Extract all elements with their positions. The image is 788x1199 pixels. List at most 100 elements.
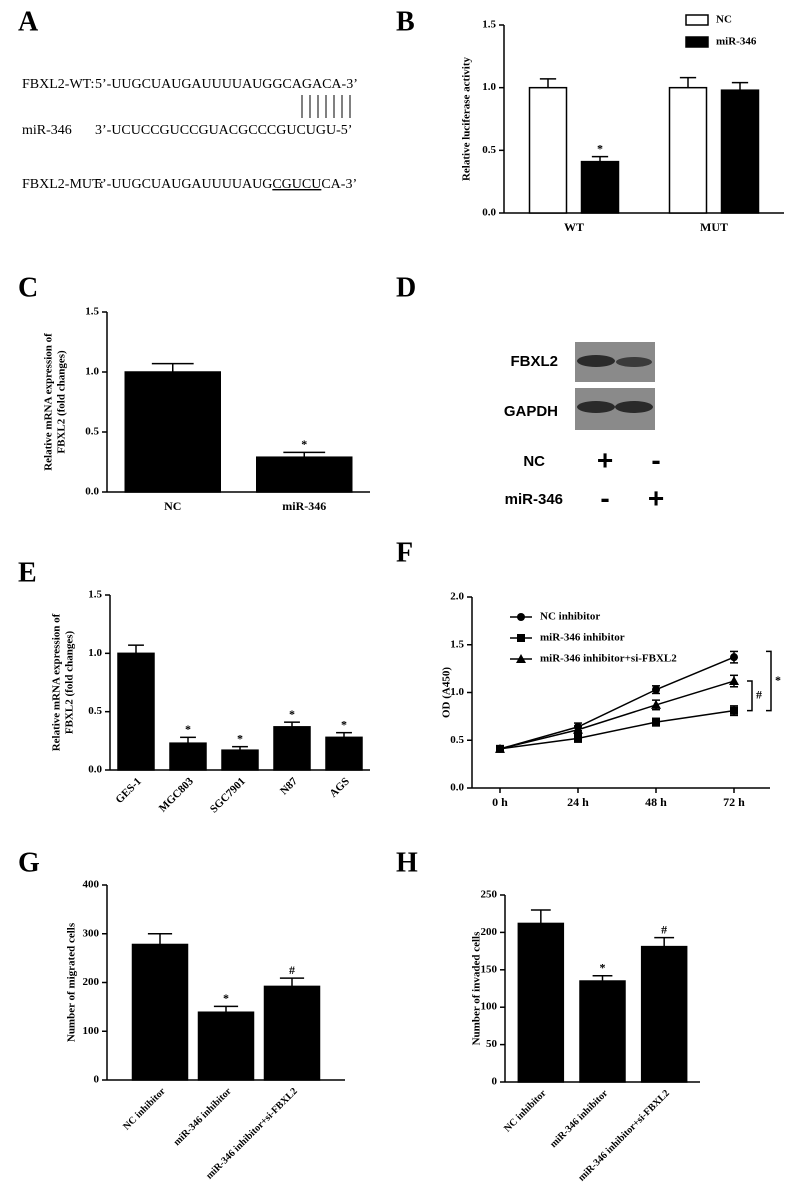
- panel-letter: A: [18, 6, 39, 37]
- protein-label: GAPDH: [504, 403, 558, 420]
- y-tick-label: 1.5: [482, 19, 496, 31]
- x-tick-label: SGC7901: [208, 775, 248, 815]
- y-axis-label: OD (A450): [441, 667, 453, 718]
- sequence-part: CA-3’: [321, 177, 357, 192]
- y-tick-label: 300: [83, 927, 100, 939]
- significance-mark: #: [289, 963, 295, 977]
- x-tick-label: AGS: [327, 775, 351, 799]
- bar: [273, 726, 311, 771]
- y-tick-label: 0.0: [88, 764, 102, 776]
- significance-mark: #: [756, 688, 762, 702]
- y-tick-label: 0.5: [450, 734, 464, 746]
- point: [730, 706, 738, 715]
- point: [573, 724, 583, 734]
- legend-label: NC inhibitor: [540, 611, 600, 623]
- y-tick-label: 1.0: [88, 647, 102, 659]
- significance-mark: #: [661, 922, 667, 936]
- y-tick-label: 50: [486, 1038, 498, 1050]
- panel-letter: H: [396, 847, 418, 878]
- x-tick-label: NC inhibitor: [121, 1086, 168, 1133]
- x-tick-label: NC inhibitor: [502, 1088, 549, 1135]
- lane-sign: -: [600, 482, 609, 513]
- sequence-name: FBXL2-WT:: [22, 77, 94, 92]
- y-tick-label: 0: [94, 1074, 100, 1086]
- y-tick-label: 2.0: [450, 591, 464, 603]
- blot-band: [577, 355, 615, 367]
- lane-sign: +: [648, 482, 664, 513]
- y-tick-label: 0.0: [450, 782, 464, 794]
- x-tick-label: 0 h: [492, 795, 508, 809]
- bar: [325, 736, 363, 771]
- panel-letter: C: [18, 272, 38, 303]
- sequence: 5’-UUGCUAUGAUUUUAUGCGUCUCA-3’: [95, 177, 357, 192]
- bar: [528, 86, 568, 214]
- x-tick-label: N87: [278, 775, 300, 797]
- bar: [668, 86, 708, 214]
- point: [730, 653, 738, 662]
- significance-mark: *: [289, 707, 295, 721]
- line: [499, 709, 735, 750]
- x-tick-label: miR-346 inhibitor: [172, 1086, 235, 1149]
- panel-letter: G: [18, 847, 40, 878]
- x-tick-label: WT: [564, 220, 584, 234]
- line: [499, 656, 735, 750]
- significance-mark: *: [185, 722, 191, 736]
- bar: [131, 943, 189, 1081]
- y-tick-label: 0.5: [85, 426, 99, 438]
- bar: [169, 742, 207, 771]
- sequence-name: miR-346: [22, 123, 72, 138]
- y-tick-label: 1.0: [482, 81, 496, 93]
- significance-mark: *: [237, 731, 243, 745]
- x-tick-label: 24 h: [567, 795, 589, 809]
- sequence: 3’-UCUCCGUCCGUACGCCCGUCUGU-5’: [95, 123, 352, 138]
- x-tick-label: 72 h: [723, 795, 745, 809]
- y-tick-label: 0.5: [88, 705, 102, 717]
- significance-mark: *: [223, 991, 229, 1005]
- bar: [256, 456, 353, 493]
- y-tick-label: 150: [481, 963, 498, 975]
- blot-band: [615, 401, 653, 413]
- y-tick-label: 0: [492, 1076, 498, 1088]
- condition-label: miR-346: [505, 491, 563, 508]
- legend-label: NC: [716, 14, 732, 26]
- y-axis-label: FBXL2 (fold changes): [64, 631, 76, 735]
- significance-mark: *: [301, 437, 307, 451]
- legend-label: miR-346: [716, 36, 757, 48]
- legend-swatch: [685, 36, 709, 48]
- condition-label: NC: [523, 453, 545, 470]
- bar: [517, 922, 565, 1083]
- y-tick-label: 0.0: [85, 486, 99, 498]
- x-tick-label: miR-346: [282, 499, 326, 513]
- panel-letter: F: [396, 537, 413, 568]
- y-tick-label: 0.5: [482, 144, 496, 156]
- significance-mark: *: [600, 961, 606, 975]
- x-tick-label: MUT: [700, 220, 728, 234]
- bar: [197, 1011, 255, 1081]
- y-tick-label: 1.5: [450, 638, 464, 650]
- y-axis-label: FBXL2 (fold changes): [56, 350, 68, 454]
- bar: [580, 160, 620, 214]
- significance-mark: *: [341, 717, 347, 731]
- x-tick-label: NC: [164, 499, 181, 513]
- y-axis-label: Relative mRNA expression of: [43, 333, 55, 471]
- y-tick-label: 1.5: [85, 306, 99, 318]
- y-tick-label: 200: [83, 976, 100, 988]
- point: [652, 718, 660, 727]
- point: [729, 676, 739, 686]
- legend-marker: [516, 654, 526, 663]
- point: [574, 734, 582, 743]
- point: [652, 685, 660, 694]
- significance-mark: *: [597, 141, 603, 155]
- bar: [720, 89, 760, 214]
- panel-letter: E: [18, 557, 37, 588]
- bar: [263, 985, 321, 1081]
- protein-label: FBXL2: [510, 353, 558, 370]
- y-axis-label: Relative mRNA expression of: [51, 613, 63, 751]
- y-axis-label: Number of migrated cells: [66, 922, 78, 1042]
- legend-marker: [517, 613, 525, 621]
- sequence: 5’-UUGCUAUGAUUUUAUGGCAGACA-3’: [95, 77, 358, 92]
- point: [495, 743, 505, 753]
- lane-sign: -: [651, 444, 660, 475]
- y-axis-label: Number of invaded cells: [471, 931, 483, 1045]
